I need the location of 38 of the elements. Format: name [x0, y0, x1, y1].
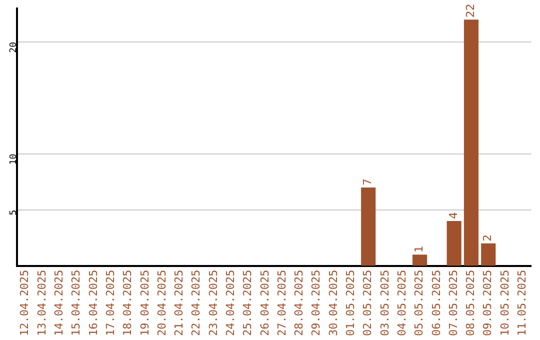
y-tick-label: 20	[9, 42, 20, 53]
data-label: 2	[481, 234, 494, 242]
x-tick-label: 02.05.2025	[361, 270, 374, 336]
x-tick-label: 15.04.2025	[70, 270, 83, 336]
x-tick-label: 06.05.2025	[430, 270, 443, 336]
x-tick-label: 20.04.2025	[155, 270, 168, 336]
x-tick-label: 30.04.2025	[326, 270, 340, 336]
x-tick-label: 24.04.2025	[224, 270, 238, 336]
x-tick-label: 17.04.2025	[104, 270, 117, 336]
x-tick-label: 25.04.2025	[241, 270, 254, 336]
y-tick-label: 5	[9, 210, 20, 216]
data-label: 7	[361, 178, 374, 186]
x-tick-label: 21.04.2025	[172, 270, 186, 336]
x-tick-label: 04.05.2025	[395, 270, 408, 336]
x-tick-label: 19.04.2025	[138, 270, 152, 336]
y-tick-label: 10	[9, 154, 20, 165]
data-label: 4	[446, 212, 460, 220]
x-tick-label: 22.04.2025	[190, 270, 203, 336]
x-tick-label: 14.04.2025	[52, 270, 66, 336]
x-tick-label: 26.04.2025	[258, 270, 272, 336]
x-tick-label: 03.05.2025	[378, 270, 392, 336]
x-tick-label: 16.04.2025	[86, 270, 100, 336]
x-tick-label: 12.04.2025	[18, 270, 32, 336]
data-label: 1	[412, 246, 426, 253]
x-tick-label: 29.04.2025	[310, 270, 323, 336]
x-tick-label: 08.05.2025	[464, 270, 478, 336]
x-tick-label: 13.04.2025	[35, 270, 48, 336]
x-tick-label: 23.04.2025	[206, 270, 220, 336]
x-tick-label: 09.05.2025	[481, 270, 494, 336]
x-tick-label: 27.04.2025	[275, 270, 288, 336]
x-tick-label: 05.05.2025	[412, 270, 426, 336]
data-label: 22	[464, 4, 478, 18]
x-tick-label: 07.05.2025	[446, 270, 460, 336]
x-tick-label: 10.05.2025	[498, 270, 512, 336]
x-tick-label: 28.04.2025	[292, 270, 306, 336]
x-tick-label: 01.05.2025	[344, 270, 358, 336]
x-tick-label: 11.05.2025	[516, 270, 529, 336]
x-tick-label: 18.04.2025	[121, 270, 134, 336]
